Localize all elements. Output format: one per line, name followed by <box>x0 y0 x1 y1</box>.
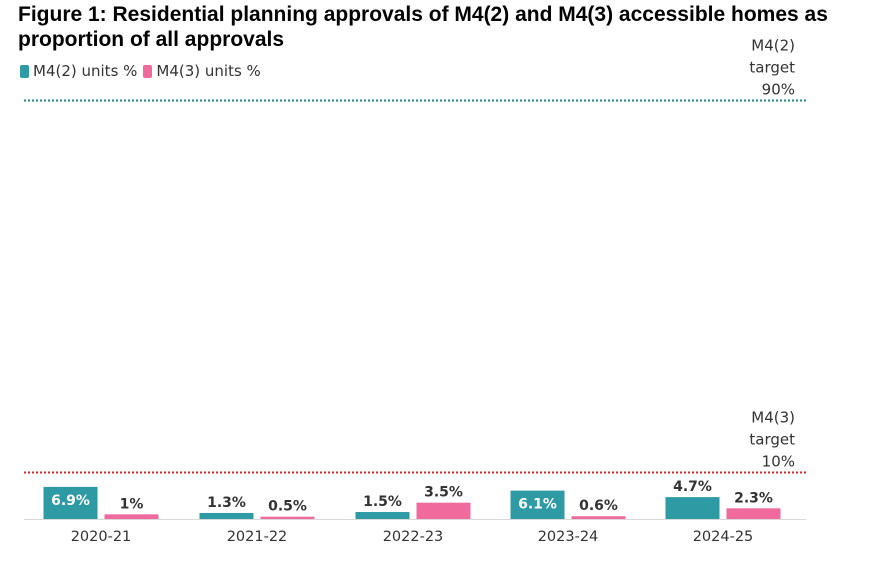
target-label-0-line-2: 90% <box>762 81 795 99</box>
bar-s0-2020-21 <box>43 486 98 519</box>
data-label-s0-2023-24: 6.1% <box>518 497 557 513</box>
data-label-s0-2021-22: 1.3% <box>207 495 246 511</box>
legend-item-m43: M4(3) units % <box>143 62 261 80</box>
x-tick-label-2023-24: 2023-24 <box>538 529 599 545</box>
chart-title-line-1: Figure 1: Residential planning approvals… <box>18 3 828 26</box>
legend-label-m43: M4(3) units % <box>156 62 261 80</box>
data-label-s1-2022-23: 3.5% <box>424 485 463 501</box>
legend-item-m42: M4(2) units % <box>20 62 137 80</box>
data-label-s0-2020-21: 6.9% <box>51 493 90 509</box>
x-tick-label-2022-23: 2022-23 <box>383 529 444 545</box>
chart-title-line-2: proportion of all approvals <box>18 28 285 51</box>
legend-swatch-m43 <box>143 64 153 78</box>
target-label-0-line-0: M4(2) <box>751 37 795 55</box>
legend-swatch-m42 <box>20 64 29 78</box>
bar-s1-2020-21 <box>104 514 159 519</box>
legend: M4(2) units % M4(3) units % <box>20 62 267 80</box>
data-label-s1-2021-22: 0.5% <box>268 499 307 515</box>
bar-s1-2022-23 <box>416 502 471 519</box>
data-label-s1-2023-24: 0.6% <box>579 498 618 514</box>
bar-s0-2023-24 <box>510 490 565 519</box>
bar-s1-2024-25 <box>726 508 781 519</box>
bar-s0-2022-23 <box>355 512 410 519</box>
bar-s0-2021-22 <box>199 512 254 519</box>
target-label-1-line-1: target <box>749 431 795 449</box>
x-tick-label-2020-21: 2020-21 <box>71 529 132 545</box>
x-tick-label-2021-22: 2021-22 <box>227 529 288 545</box>
chart-title: Figure 1: Residential planning approvals… <box>18 2 888 52</box>
x-tick-label-2024-25: 2024-25 <box>693 529 754 545</box>
target-label-1-line-2: 10% <box>762 453 795 471</box>
legend-label-m42: M4(2) units % <box>33 62 138 80</box>
target-label-0-line-1: target <box>749 59 795 77</box>
bar-s1-2021-22 <box>260 516 315 519</box>
data-label-s0-2022-23: 1.5% <box>363 494 402 510</box>
data-label-s1-2024-25: 2.3% <box>734 490 773 506</box>
data-label-s0-2024-25: 4.7% <box>673 479 712 495</box>
bar-s0-2024-25 <box>665 497 720 519</box>
data-label-s1-2020-21: 1% <box>120 496 144 512</box>
bar-s1-2023-24 <box>571 516 626 519</box>
target-label-1-line-0: M4(3) <box>751 409 795 427</box>
